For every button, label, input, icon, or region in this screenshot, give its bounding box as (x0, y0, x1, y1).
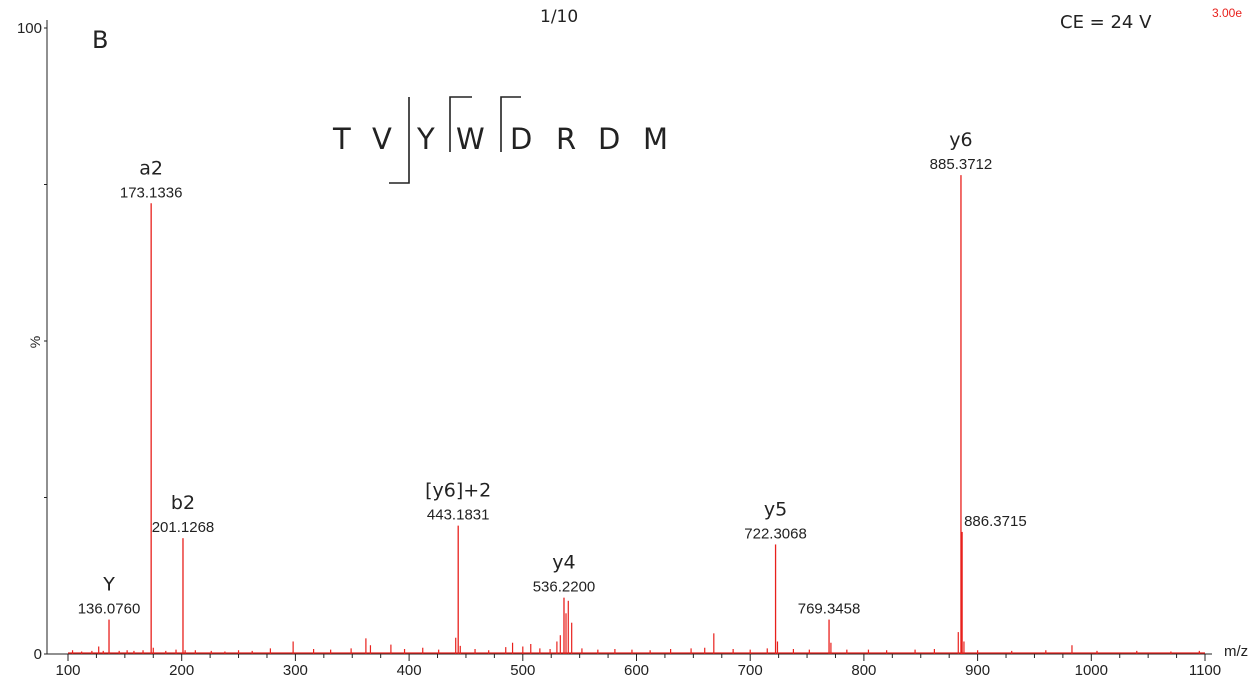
peptide-sequence: T V Y W D R D M (332, 96, 668, 184)
residue-6: R (556, 122, 576, 156)
residue-5: D (510, 122, 532, 156)
residue-3: Y (416, 122, 435, 156)
peak-mz-label: 885.3712 (930, 156, 993, 173)
y-tick-label: 0 (34, 646, 42, 663)
scan-label: 1/10 (540, 7, 578, 27)
peak-mz-label: 443.1831 (427, 507, 490, 524)
labeled-peaks (108, 175, 963, 654)
peak-mz-label: 722.3068 (744, 525, 807, 542)
peak-annotations: 136.0760 Y 173.1336 a2 201.1268 b2 443.1831 [y6… (78, 129, 1027, 617)
x-tick-label: 400 (397, 662, 422, 677)
peak-mz-label: 136.0760 (78, 601, 141, 618)
panel-letter: B (92, 26, 108, 54)
intensity-scale-label: 3.00e (1212, 6, 1242, 20)
x-tick-label: 600 (624, 662, 649, 677)
collision-energy-label: CE = 24 V (1060, 12, 1152, 33)
x-tick-label: 900 (965, 662, 990, 677)
x-tick-label: 300 (283, 662, 308, 677)
minor-peaks (68, 600, 1205, 654)
y-tick-label: 100 (17, 20, 42, 37)
b-ion-cleavage-bracket (389, 97, 410, 184)
peak-mz-label: 536.2200 (533, 579, 596, 596)
peak-mz-label: 886.3715 (964, 513, 1027, 530)
x-tick-label: 1000 (1075, 662, 1108, 677)
peak-ion-label: [y6]+2 (425, 480, 491, 502)
y-axis-ticks: 0 100 (17, 20, 47, 663)
residue-8: M (643, 122, 668, 156)
peak-mz-label: 201.1268 (152, 519, 215, 536)
peak-ion-label: a2 (139, 157, 163, 179)
x-axis-ticks: 100 200 300 400 500 600 700 800 900 1000 1100 (55, 654, 1221, 677)
residue-1: T (332, 122, 351, 156)
x-tick-label: 700 (738, 662, 763, 677)
peak-ion-label: b2 (171, 492, 195, 514)
peak-ion-label: y4 (552, 552, 575, 574)
peak-mz-label: 769.3458 (798, 601, 861, 618)
residue-2: V (372, 122, 392, 156)
x-tick-label: 800 (851, 662, 876, 677)
residue-7: D (598, 122, 620, 156)
y-ion-cleavage-bracket-1 (449, 96, 472, 152)
x-tick-label: 500 (510, 662, 535, 677)
y-ion-cleavage-bracket-2 (500, 96, 521, 152)
residue-4: W (456, 122, 485, 156)
y-axis-label: % (27, 336, 43, 348)
peak-ion-label: Y (102, 574, 115, 596)
peak-ion-label: y6 (949, 129, 972, 151)
peak-ion-label: y5 (764, 498, 787, 520)
x-axis-label: m/z (1224, 643, 1248, 660)
peak-mz-label: 173.1336 (120, 184, 183, 201)
x-tick-label: 100 (55, 662, 80, 677)
x-tick-label: 200 (169, 662, 194, 677)
x-tick-label: 1100 (1189, 662, 1221, 677)
